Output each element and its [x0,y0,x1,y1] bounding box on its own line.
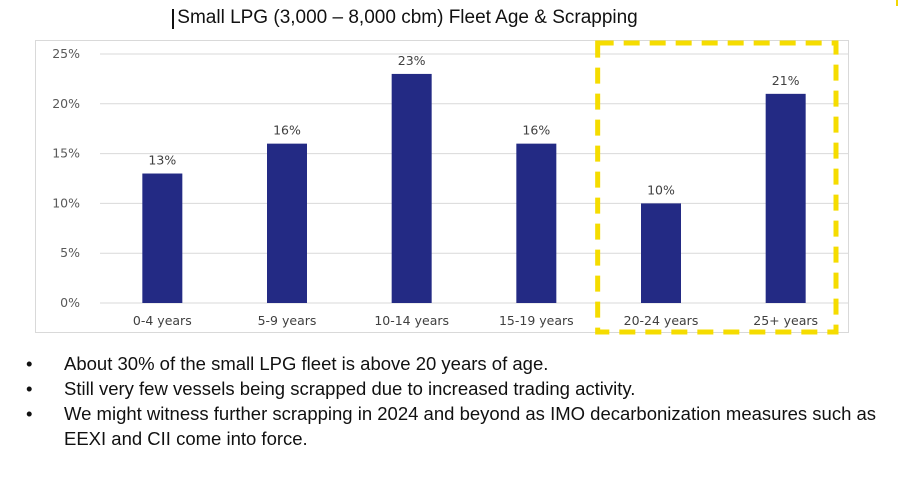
y-tick-label: 10% [52,195,80,210]
bar [391,73,432,303]
bullet-text: We might witness further scrapping in 20… [64,403,877,449]
bullet-list: • About 30% of the small LPG fleet is abo… [26,351,894,451]
y-axis-ticks: 0% 5% 10% 15% 20% 25% [52,46,80,310]
chart-frame [35,40,849,333]
y-tick-label: 0% [60,295,80,310]
bar [267,143,307,303]
y-tick-label: 15% [52,146,80,161]
x-tick-label: 25+ years [753,313,818,328]
data-label: 13% [148,153,176,168]
data-label: 16% [273,123,301,138]
bar [142,173,183,303]
x-tick-label: 5-9 years [258,313,317,328]
bar [641,203,681,303]
x-tick-label: 20-24 years [624,313,699,328]
data-label: 21% [772,73,800,88]
bullet-item: • About 30% of the small LPG fleet is abo… [26,351,894,376]
corner-accent-mark [896,0,898,6]
x-tick-label: 15-19 years [499,313,574,328]
data-labels: 13% 16% 23% 16% 10% 21% [148,53,799,197]
bullet-text: About 30% of the small LPG fleet is abov… [64,353,549,374]
chart-title: Small LPG (3,000 – 8,000 cbm) Fleet Age … [172,7,638,29]
bars [142,73,806,303]
title-accent-bar [172,9,174,29]
x-tick-label: 0-4 years [133,313,192,328]
bullet-text: Still very few vessels being scrapped du… [64,378,636,399]
bullet-dot: • [26,353,33,374]
highlight-box [595,40,839,335]
chart-title-text: Small LPG (3,000 – 8,000 cbm) Fleet Age … [177,7,638,28]
y-tick-label: 20% [52,96,80,111]
bullet-dot: • [26,378,33,399]
bullet-item: • Still very few vessels being scrapped d… [26,376,894,401]
bullet-item: • We might witness further scrapping in 2… [26,401,894,451]
data-label: 16% [522,123,550,138]
bar [516,143,557,303]
y-tick-label: 25% [52,46,80,61]
y-tick-label: 5% [60,245,80,260]
data-label: 10% [647,182,675,197]
gridlines [100,53,848,304]
x-tick-label: 10-14 years [374,313,449,328]
bar [765,93,806,303]
x-axis-ticks: 0-4 years 5-9 years 10-14 years 15-19 years… [133,313,818,328]
bullet-dot: • [26,403,33,424]
data-label: 23% [398,53,426,68]
